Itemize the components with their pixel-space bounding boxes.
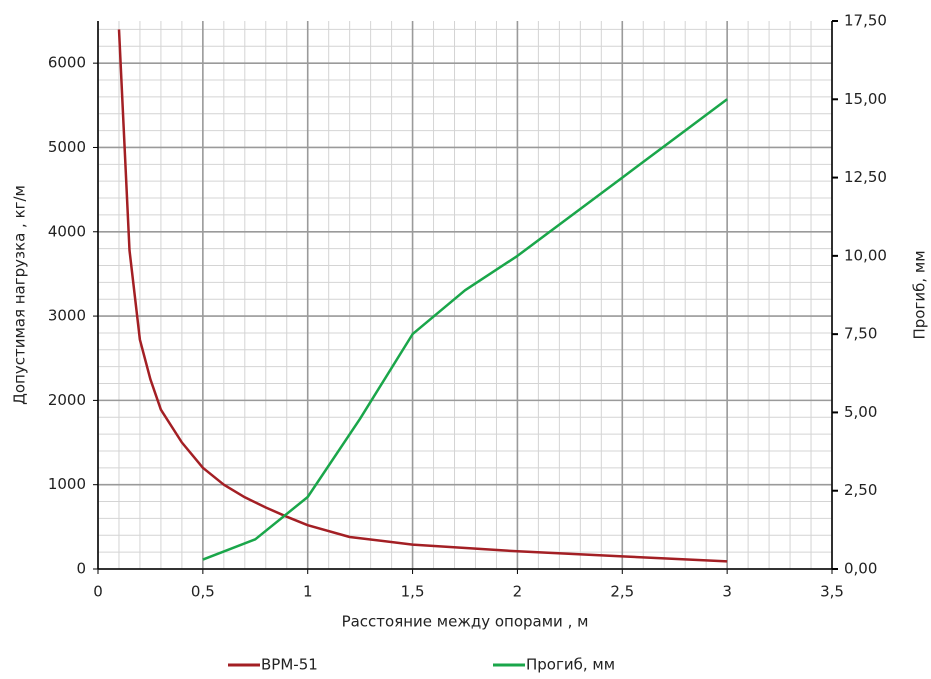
y-tick-label: 2000 (48, 391, 86, 409)
y2-tick-label: 12,50 (844, 168, 887, 186)
x-tick-label: 2 (513, 583, 523, 601)
y2-tick-label: 15,00 (844, 90, 887, 108)
y2-tick-label: 17,50 (844, 12, 887, 30)
series-line (202, 98, 728, 561)
x-tick-label: 0 (93, 583, 103, 601)
x-tick-label: 0,5 (191, 583, 215, 601)
y2-tick-label: 7,50 (844, 325, 877, 343)
y-tick-label: 3000 (48, 307, 86, 325)
y-axis-title: Допустимая нагрузка , кг/м (11, 185, 29, 405)
x-tick-label: 1 (303, 583, 313, 601)
legend-label: Прогиб, мм (526, 656, 615, 674)
y2-tick-label: 0,00 (844, 560, 877, 578)
x-tick-label: 3 (722, 583, 732, 601)
y2-tick-label: 2,50 (844, 481, 877, 499)
x-axis-title: Расстояние между опорами , м (342, 613, 589, 631)
y-tick-label: 0 (76, 560, 86, 578)
x-tick-label: 1,5 (401, 583, 425, 601)
x-tick-label: 2,5 (610, 583, 634, 601)
y2-tick-label: 10,00 (844, 246, 887, 264)
y2-tick-label: 5,00 (844, 403, 877, 421)
y-tick-label: 5000 (48, 138, 86, 156)
x-tick-label: 3,5 (820, 583, 844, 601)
y-tick-label: 1000 (48, 475, 86, 493)
series-line (117, 29, 728, 563)
legend-label: ВРМ-51 (261, 656, 318, 674)
y-tick-label: 6000 (48, 54, 86, 72)
y-tick-label: 4000 (48, 222, 86, 240)
y2-axis-title: Прогиб, мм (911, 250, 929, 339)
